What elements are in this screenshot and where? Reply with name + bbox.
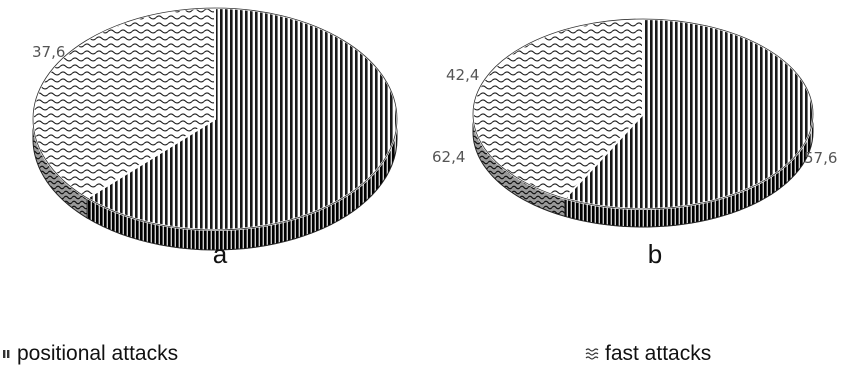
pie-rim: [472, 18, 814, 210]
data-label-fast-attacks: 42,4: [446, 66, 479, 84]
data-label-fast-attacks: 37,6: [32, 43, 65, 61]
legend-label-fast-attacks: fast attacks: [605, 342, 711, 365]
pie-chart-a: 62,4 37,6: [32, 6, 465, 251]
legend: positional attacks fast attacks: [3, 342, 711, 365]
legend-swatch-positional-attacks: [3, 350, 10, 358]
chart-a-label: a: [213, 239, 228, 269]
legend-label-positional-attacks: positional attacks: [17, 342, 178, 365]
chart-b-label: b: [648, 239, 662, 269]
data-label-positional-attacks: 57,6: [804, 149, 837, 167]
data-label-positional-attacks: 62,4: [432, 148, 465, 166]
pie-chart-b: 57,6 42,4: [446, 17, 837, 228]
pie-rim: [32, 7, 398, 231]
legend-swatch-fast-attacks: [585, 348, 599, 360]
